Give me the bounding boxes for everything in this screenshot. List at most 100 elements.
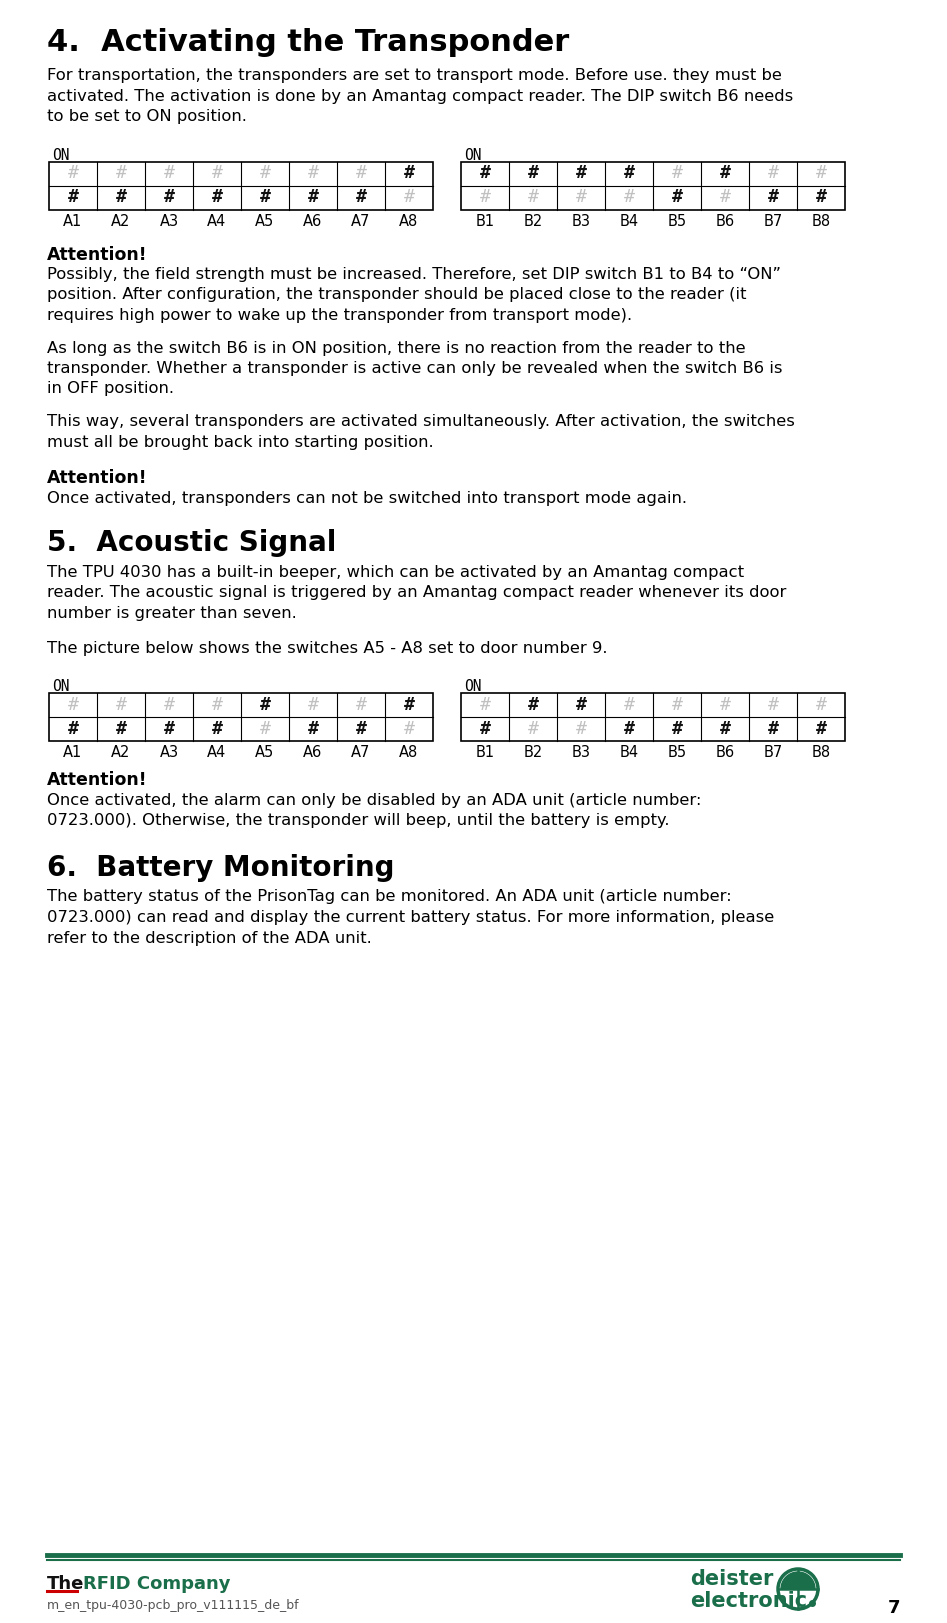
Text: The battery status of the PrisonTag can be monitored. An ADA unit (article numbe: The battery status of the PrisonTag can …: [47, 889, 732, 904]
Text: A2: A2: [112, 214, 131, 229]
Text: The picture below shows the switches A5 - A8 set to door number 9.: The picture below shows the switches A5 …: [47, 641, 607, 656]
Text: #: #: [116, 164, 127, 182]
Text: Attention!: Attention!: [47, 771, 148, 789]
Text: B7: B7: [763, 214, 782, 229]
Text: #: #: [527, 164, 539, 182]
Text: electronic: electronic: [690, 1591, 807, 1612]
Text: #: #: [259, 696, 271, 714]
Text: A4: A4: [207, 214, 226, 229]
Text: #: #: [403, 164, 415, 182]
Bar: [49, 162, 433, 209]
Text: B8: B8: [812, 745, 831, 760]
Text: #: #: [259, 188, 271, 206]
Text: deister: deister: [690, 1569, 774, 1589]
Text: #: #: [671, 164, 683, 182]
Text: number is greater than seven.: number is greater than seven.: [47, 605, 296, 622]
Text: #: #: [164, 696, 174, 714]
Text: ON: ON: [464, 148, 481, 162]
Text: #: #: [355, 696, 366, 714]
Text: A1: A1: [63, 214, 82, 229]
Text: #: #: [67, 188, 79, 206]
Text: #: #: [308, 721, 318, 738]
Text: A3: A3: [159, 214, 179, 229]
Text: #: #: [211, 721, 223, 738]
Text: #: #: [671, 696, 683, 714]
Text: Once activated, the alarm can only be disabled by an ADA unit (article number:: Once activated, the alarm can only be di…: [47, 792, 702, 808]
Text: 4.  Activating the Transponder: 4. Activating the Transponder: [47, 28, 569, 57]
Text: #: #: [355, 164, 366, 182]
Text: #: #: [720, 696, 730, 714]
Wedge shape: [781, 1573, 815, 1589]
Text: #: #: [211, 164, 223, 182]
Text: Possibly, the field strength must be increased. Therefore, set DIP switch B1 to : Possibly, the field strength must be inc…: [47, 268, 781, 282]
Text: #: #: [768, 721, 778, 738]
Text: #: #: [116, 696, 127, 714]
Text: #: #: [527, 696, 539, 714]
Text: #: #: [355, 721, 366, 738]
Text: must all be brought back into starting position.: must all be brought back into starting p…: [47, 435, 434, 450]
Text: #: #: [720, 721, 730, 738]
Text: A6: A6: [303, 214, 323, 229]
Text: activated. The activation is done by an Amantag compact reader. The DIP switch B: activated. The activation is done by an …: [47, 89, 794, 104]
Text: #: #: [67, 721, 79, 738]
Text: B4: B4: [619, 745, 638, 760]
Text: #: #: [479, 696, 491, 714]
Text: ON: ON: [52, 148, 69, 162]
Text: #: #: [355, 188, 366, 206]
Bar: [461, 162, 845, 209]
Text: #: #: [479, 164, 491, 182]
Text: RFID Company: RFID Company: [83, 1574, 230, 1594]
Text: ON: ON: [52, 678, 69, 695]
Text: #: #: [479, 188, 491, 206]
Text: #: #: [768, 696, 778, 714]
Text: to be set to ON position.: to be set to ON position.: [47, 109, 247, 123]
Text: #: #: [259, 164, 271, 182]
Text: refer to the description of the ADA unit.: refer to the description of the ADA unit…: [47, 930, 372, 946]
Bar: [461, 693, 845, 742]
Text: A5: A5: [256, 745, 275, 760]
Text: 5.  Acoustic Signal: 5. Acoustic Signal: [47, 529, 336, 557]
Text: B2: B2: [524, 745, 543, 760]
Text: A3: A3: [159, 745, 179, 760]
Text: 0723.000) can read and display the current battery status. For more information,: 0723.000) can read and display the curre…: [47, 911, 775, 925]
Text: #: #: [116, 721, 127, 738]
Text: A7: A7: [351, 745, 370, 760]
Text: #: #: [403, 188, 415, 206]
Text: #: #: [116, 188, 127, 206]
Text: position. After configuration, the transponder should be placed close to the rea: position. After configuration, the trans…: [47, 287, 746, 302]
Text: A8: A8: [400, 214, 419, 229]
Text: A2: A2: [112, 745, 131, 760]
Text: B3: B3: [571, 214, 591, 229]
Text: ON: ON: [464, 678, 481, 695]
Text: #: #: [403, 696, 415, 714]
Text: #: #: [527, 721, 539, 738]
Text: requires high power to wake up the transponder from transport mode).: requires high power to wake up the trans…: [47, 308, 633, 323]
Text: B7: B7: [763, 745, 782, 760]
Text: #: #: [211, 188, 223, 206]
Text: #: #: [720, 164, 730, 182]
Text: #: #: [308, 164, 318, 182]
Text: B1: B1: [475, 214, 494, 229]
Text: As long as the switch B6 is in ON position, there is no reaction from the reader: As long as the switch B6 is in ON positi…: [47, 341, 745, 355]
Text: 0723.000). Otherwise, the transponder will beep, until the battery is empty.: 0723.000). Otherwise, the transponder wi…: [47, 813, 670, 828]
Text: #: #: [623, 721, 634, 738]
Text: #: #: [67, 164, 79, 182]
Text: #: #: [308, 188, 318, 206]
Text: #: #: [671, 188, 683, 206]
Text: For transportation, the transponders are set to transport mode. Before use. they: For transportation, the transponders are…: [47, 68, 782, 83]
Text: #: #: [211, 696, 223, 714]
Text: A5: A5: [256, 214, 275, 229]
Text: #: #: [67, 696, 79, 714]
Text: #: #: [527, 188, 539, 206]
Text: A4: A4: [207, 745, 226, 760]
Text: transponder. Whether a transponder is active can only be revealed when the switc: transponder. Whether a transponder is ac…: [47, 360, 782, 377]
Text: #: #: [164, 164, 174, 182]
Text: B5: B5: [668, 745, 687, 760]
Text: Attention!: Attention!: [47, 469, 148, 487]
Text: The TPU 4030 has a built-in beeper, which can be activated by an Amantag compact: The TPU 4030 has a built-in beeper, whic…: [47, 565, 744, 579]
Text: A1: A1: [63, 745, 82, 760]
Text: A8: A8: [400, 745, 419, 760]
Text: B2: B2: [524, 214, 543, 229]
Text: #: #: [403, 721, 415, 738]
Text: 6.  Battery Monitoring: 6. Battery Monitoring: [47, 854, 395, 881]
